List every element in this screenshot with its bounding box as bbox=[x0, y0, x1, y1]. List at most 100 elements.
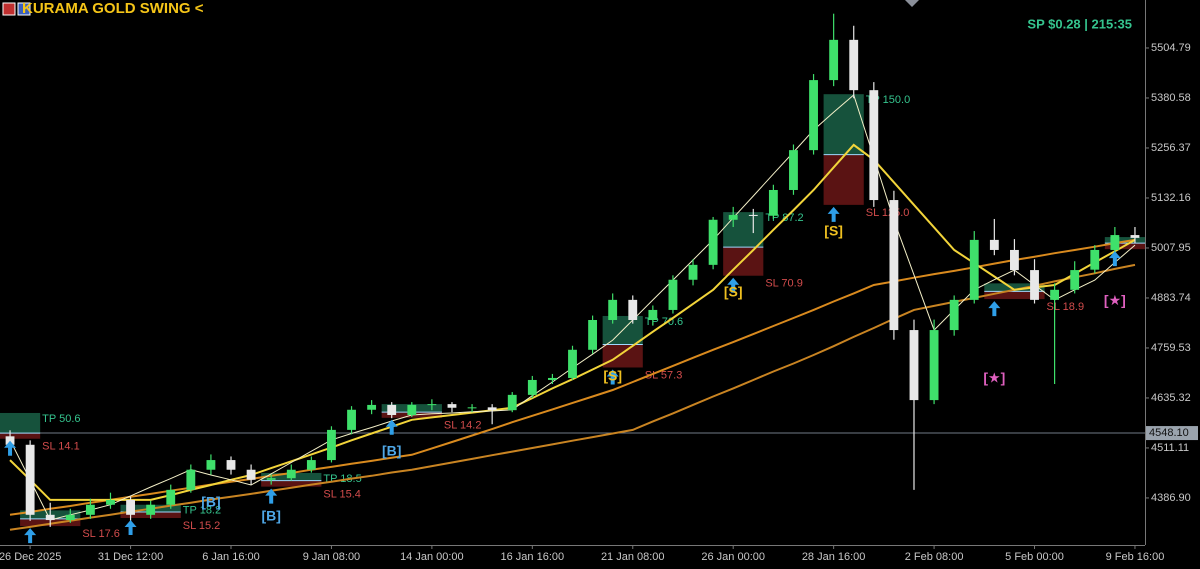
candles bbox=[5, 13, 1140, 527]
candle-body bbox=[668, 279, 678, 310]
sl-zone bbox=[823, 154, 864, 205]
candle-body bbox=[527, 379, 537, 395]
y-tick-label: 4759.53 bbox=[1151, 342, 1191, 354]
entry-arrow bbox=[265, 488, 278, 504]
candle-body bbox=[789, 150, 798, 190]
x-tick-label: 26 Dec 2025 bbox=[0, 551, 61, 563]
candle-body bbox=[929, 330, 939, 401]
candle-body bbox=[106, 499, 115, 505]
entry-arrow bbox=[24, 528, 37, 544]
candle-body bbox=[266, 478, 276, 480]
candle-body bbox=[246, 469, 256, 480]
candle-body bbox=[387, 404, 397, 415]
candle-body bbox=[1050, 289, 1060, 300]
tp-label: TP 18.2 bbox=[183, 505, 221, 517]
x-tick-label: 28 Jan 16:00 bbox=[802, 551, 866, 563]
tp-label: TP 50.6 bbox=[42, 413, 80, 425]
candle-body bbox=[186, 469, 196, 490]
signal-label: [S] bbox=[603, 367, 622, 383]
candle-body bbox=[487, 407, 497, 411]
icon[interactable] bbox=[17, 2, 31, 16]
candle-body bbox=[65, 514, 75, 521]
candle-body bbox=[327, 429, 336, 461]
y-tick-label: 4635.32 bbox=[1151, 392, 1191, 404]
sl-label: SL 125.0 bbox=[866, 207, 910, 219]
icon[interactable] bbox=[2, 2, 16, 16]
entry-arrow bbox=[606, 369, 619, 385]
candle-body bbox=[85, 504, 95, 515]
x-tick-label: 9 Jan 08:00 bbox=[303, 551, 361, 563]
x-tick-label: 9 Feb 16:00 bbox=[1106, 551, 1165, 563]
indicator-title: KURAMA GOLD SWING < bbox=[22, 0, 204, 17]
current-price-box bbox=[1146, 426, 1198, 441]
signal-label: [B] bbox=[382, 443, 401, 459]
tp-zone bbox=[0, 412, 41, 434]
tp-zone bbox=[984, 283, 1045, 292]
signal-label: [S] bbox=[724, 284, 743, 300]
candle-body bbox=[467, 407, 477, 409]
x-tick-label: 26 Jan 00:00 bbox=[701, 551, 765, 563]
candle-body bbox=[5, 436, 15, 445]
sl-label: SL 15.4 bbox=[323, 489, 361, 501]
candle-body bbox=[507, 394, 517, 411]
candle-body bbox=[768, 189, 778, 216]
candle-body bbox=[126, 499, 135, 515]
candle-body bbox=[427, 404, 437, 406]
y-tick-label: 5380.58 bbox=[1151, 92, 1191, 104]
candle-body bbox=[25, 444, 35, 515]
tp-zone bbox=[1104, 237, 1145, 244]
moving-average bbox=[9, 263, 1136, 531]
sl-label: SL 70.9 bbox=[765, 278, 803, 290]
sl-zone bbox=[0, 433, 41, 439]
candle-body bbox=[829, 39, 839, 81]
signal-label: [★] bbox=[1104, 292, 1126, 308]
y-tick-label: 5132.16 bbox=[1151, 192, 1191, 204]
x-tick-label: 31 Dec 12:00 bbox=[98, 551, 163, 563]
candle-body bbox=[688, 264, 698, 280]
signal-label: [S] bbox=[824, 223, 843, 239]
candle-body bbox=[286, 469, 296, 479]
candle-body bbox=[568, 349, 577, 378]
x-tick-label: 2 Feb 08:00 bbox=[905, 551, 964, 563]
candle-body bbox=[949, 299, 959, 331]
candle-body bbox=[869, 90, 879, 201]
candle-body bbox=[45, 514, 55, 521]
entry-arrow bbox=[1108, 251, 1121, 267]
y-tick-label: 4511.11 bbox=[1151, 442, 1189, 454]
entry-arrow bbox=[385, 419, 398, 435]
toolbar-icons bbox=[2, 2, 31, 16]
sl-label: SL 15.2 bbox=[183, 520, 221, 532]
signal-label: [★] bbox=[983, 369, 1005, 385]
sl-zone bbox=[723, 247, 764, 276]
candle-body bbox=[367, 404, 377, 410]
sl-zone bbox=[984, 291, 1045, 300]
candle-body bbox=[969, 239, 979, 300]
candle-body bbox=[1110, 235, 1120, 250]
candle-body bbox=[989, 239, 999, 250]
entry-arrow bbox=[727, 277, 740, 293]
candle-body bbox=[588, 319, 598, 350]
signal-label: [B] bbox=[261, 508, 280, 524]
sl-label: SL 17.6 bbox=[82, 528, 120, 540]
current-price-label: 4548.10 bbox=[1149, 427, 1189, 439]
moving-average bbox=[9, 238, 1136, 516]
x-tick-label: 16 Jan 16:00 bbox=[501, 551, 565, 563]
entry-arrow bbox=[4, 440, 17, 456]
y-tick-label: 5504.79 bbox=[1151, 42, 1191, 54]
candle-body bbox=[146, 504, 156, 515]
sl-zone bbox=[261, 480, 322, 487]
entry-arrow bbox=[988, 301, 1001, 317]
candle-body bbox=[306, 460, 316, 470]
candle-body bbox=[166, 489, 176, 505]
candle-body bbox=[608, 299, 618, 320]
candle-body bbox=[809, 80, 818, 151]
candle-body bbox=[909, 330, 919, 401]
candle-body bbox=[1070, 270, 1080, 290]
candle-body bbox=[728, 214, 738, 220]
x-tick-label: 6 Jan 16:00 bbox=[202, 551, 260, 563]
candle-body bbox=[748, 214, 758, 216]
candle-body bbox=[849, 39, 859, 91]
y-tick-label: 5007.95 bbox=[1151, 242, 1191, 254]
